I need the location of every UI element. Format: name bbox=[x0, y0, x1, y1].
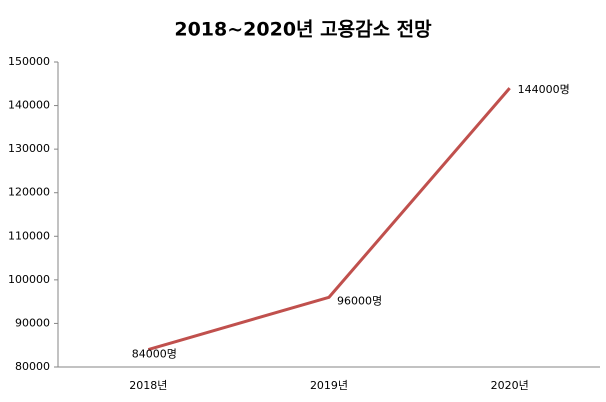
data-label: 96000명 bbox=[337, 294, 382, 307]
y-tick-label: 150000 bbox=[8, 55, 50, 68]
data-label: 144000명 bbox=[518, 83, 570, 96]
data-label: 84000명 bbox=[132, 348, 177, 361]
x-tick-label: 2020년 bbox=[491, 379, 529, 392]
y-tick-label: 140000 bbox=[8, 99, 50, 112]
y-tick-label: 90000 bbox=[15, 316, 50, 329]
y-tick-label: 130000 bbox=[8, 142, 50, 155]
chart-title: 2018~2020년 고용감소 전망 bbox=[174, 19, 432, 41]
data-line bbox=[147, 87, 511, 352]
x-tick-label: 2018년 bbox=[129, 379, 167, 392]
y-tick-label: 120000 bbox=[8, 186, 50, 199]
y-tick-label: 100000 bbox=[8, 273, 50, 286]
x-tick-label: 2019년 bbox=[310, 379, 348, 392]
y-tick-label: 80000 bbox=[15, 360, 50, 373]
y-tick-label: 110000 bbox=[8, 229, 50, 242]
